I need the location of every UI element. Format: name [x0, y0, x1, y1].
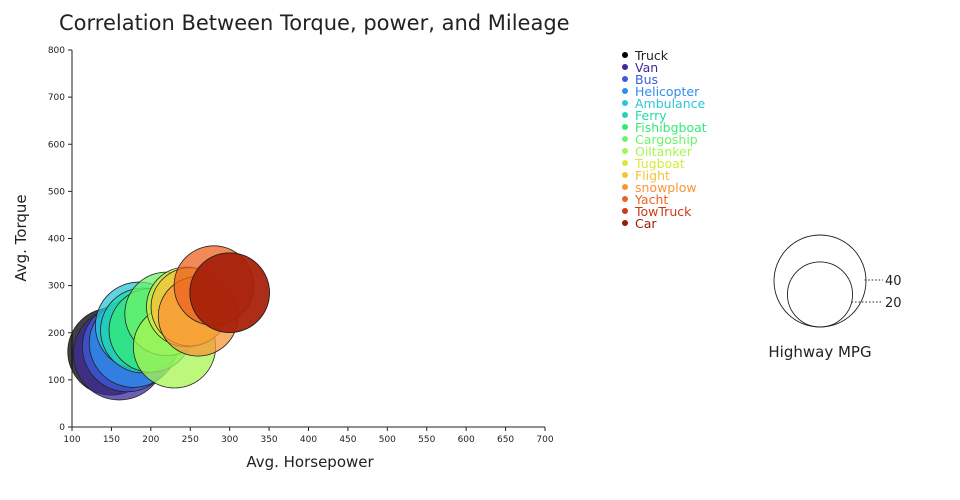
x-tick-label: 450: [339, 435, 356, 445]
legend-label[interactable]: Cargoship: [635, 132, 698, 147]
legend-marker: [622, 52, 628, 58]
bubbles-group: [67, 245, 270, 401]
legend-marker: [622, 160, 628, 166]
x-tick-label: 250: [182, 435, 199, 445]
legend-marker: [622, 208, 628, 214]
size-legend-circle: [787, 261, 853, 328]
legend-label[interactable]: Bus: [635, 72, 658, 87]
y-tick-label: 400: [48, 235, 65, 245]
legend-label[interactable]: TowTruck: [634, 204, 692, 219]
legend-marker: [622, 124, 628, 130]
legend-label[interactable]: Fishibgboat: [635, 120, 707, 135]
legend-marker: [622, 88, 628, 94]
legend-marker: [622, 136, 628, 142]
legend-marker: [622, 112, 628, 118]
y-tick-label: 100: [48, 376, 65, 386]
y-tick-label: 500: [48, 187, 65, 197]
x-tick-label: 500: [379, 435, 396, 445]
legend-marker: [622, 148, 628, 154]
y-tick-label: 200: [48, 329, 65, 339]
x-tick-label: 150: [103, 435, 120, 445]
legend-marker: [622, 220, 628, 226]
legend-label[interactable]: Flight: [635, 168, 670, 183]
y-tick-label: 600: [48, 140, 65, 150]
legend-marker: [622, 196, 628, 202]
legend-label[interactable]: Tugboat: [634, 156, 685, 171]
size-legend: Highway MPG 40 20: [768, 234, 902, 361]
legend-label[interactable]: snowplow: [635, 180, 697, 195]
x-tick-label: 550: [418, 435, 435, 445]
size-legend-label: 40: [885, 274, 902, 289]
x-tick-label: 700: [536, 435, 553, 445]
legend-label[interactable]: Helicopter: [635, 84, 700, 99]
size-legend-circle: [773, 234, 867, 328]
y-axis-title: Avg. Torque: [12, 194, 30, 281]
size-legend-label: 20: [885, 296, 902, 311]
x-tick-label: 200: [142, 435, 159, 445]
legend-label[interactable]: Ferry: [635, 108, 667, 123]
legend-label[interactable]: Van: [635, 60, 658, 75]
y-tick-label: 300: [48, 282, 65, 292]
x-axis-ticks: 100 150 200 250 300 350 400 450 500 550 600 650 700: [63, 427, 554, 445]
legend-marker: [622, 64, 628, 70]
legend-marker: [622, 184, 628, 190]
legend-label[interactable]: Oiltanker: [635, 144, 693, 159]
x-tick-label: 300: [221, 435, 238, 445]
x-tick-label: 100: [63, 435, 80, 445]
legend-marker: [622, 100, 628, 106]
y-tick-label: 800: [48, 46, 65, 56]
legend-marker: [622, 172, 628, 178]
legend-label[interactable]: Ambulance: [635, 96, 706, 111]
x-tick-label: 600: [458, 435, 475, 445]
x-axis-title: Avg. Horsepower: [246, 453, 374, 471]
legend-label[interactable]: Yacht: [634, 192, 668, 207]
legend-marker: [622, 76, 628, 82]
plot-area: 100 150 200 250 300 350 400 450 500 550 600 650 700 …: [48, 46, 554, 445]
y-axis-ticks: 0 100 200 300 400 500 600 700 800: [48, 46, 72, 433]
size-legend-title: Highway MPG: [768, 343, 871, 361]
legend-label[interactable]: Car: [635, 216, 657, 231]
bubble-car[interactable]: [189, 252, 270, 333]
series-legend: TruckVanBusHelicopterAmbulanceFerryFishi…: [622, 48, 707, 231]
x-tick-label: 350: [260, 435, 277, 445]
chart-title: Correlation Between Torque, power, and M…: [59, 11, 570, 35]
x-tick-label: 650: [497, 435, 514, 445]
x-tick-label: 400: [300, 435, 317, 445]
y-tick-label: 0: [59, 423, 65, 433]
legend-label[interactable]: Truck: [634, 48, 669, 63]
y-tick-label: 700: [48, 93, 65, 103]
